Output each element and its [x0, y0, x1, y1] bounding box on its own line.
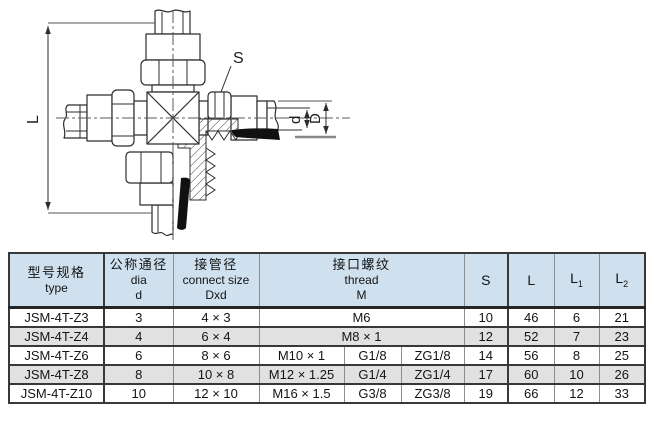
table-cell: G1/4 — [343, 364, 401, 385]
header-dia-en: dia — [130, 273, 147, 287]
table-cell: ZG1/8 — [400, 345, 464, 366]
table-cell: JSM-4T-Z10 — [9, 383, 104, 404]
table-row: JSM-4T-Z6 6 8 × 6 M10 × 1 G1/8 ZG1/8 14 56 8 25 — [9, 345, 645, 366]
table-cell: M8 × 1 — [258, 326, 464, 347]
table-cell: 10 — [103, 383, 173, 404]
header-s-label: S — [481, 272, 491, 288]
header-dia-zh: 公称通径 — [109, 257, 168, 272]
header-connect-size: 接管径 connect size Dxd — [172, 253, 259, 309]
table-cell: 10 — [553, 364, 599, 385]
dim-label-outer-dia: D — [307, 113, 324, 124]
centerlines — [56, 10, 350, 240]
wrench-leader-line — [220, 65, 232, 93]
header-thread-en: thread — [344, 273, 379, 287]
table-cell: 12 — [463, 326, 508, 347]
table-cell: 6 — [553, 307, 599, 328]
table-cell: M10 × 1 — [258, 345, 344, 366]
header-l1: L1 — [553, 253, 599, 309]
header-l: L — [507, 253, 554, 309]
table-cell: 17 — [463, 364, 508, 385]
table-cell: 3 — [103, 307, 173, 328]
table-cell: 10 × 8 — [172, 364, 259, 385]
section-tube-wall-right — [231, 128, 280, 140]
table-cell: ZG1/4 — [400, 364, 464, 385]
table-cell: 14 — [463, 345, 508, 366]
header-thread-sym: M — [356, 288, 367, 302]
table-cell: 4 × 3 — [172, 307, 259, 328]
table-row: JSM-4T-Z10 10 12 × 10 M16 × 1.5 G3/8 ZG3/8 19 6… — [9, 383, 645, 404]
table-cell: JSM-4T-Z4 — [9, 326, 104, 347]
table-cell: 6 — [103, 345, 173, 366]
bottom-hex-nut — [125, 151, 174, 184]
table-cell: G3/8 — [343, 383, 401, 404]
header-type-zh: 型号规格 — [27, 264, 86, 280]
table-cell: 56 — [507, 345, 554, 366]
table-cell: JSM-4T-Z8 — [9, 364, 104, 385]
table-cell: JSM-4T-Z3 — [9, 307, 104, 328]
header-connect-sym: Dxd — [205, 288, 227, 302]
table-cell: 19 — [463, 383, 508, 404]
table-cell: 52 — [507, 326, 554, 347]
table-cell: ZG3/8 — [400, 383, 464, 404]
header-connect-zh: 接管径 — [194, 257, 238, 272]
table-cell: 12 — [553, 383, 599, 404]
table-cell: 60 — [507, 364, 554, 385]
table-cell: 8 — [103, 364, 173, 385]
spec-table: 型号规格 type 公称通径 dia d 接管径 connect size Dx… — [8, 252, 646, 404]
dimensions — [45, 22, 332, 214]
table-cell: 33 — [598, 383, 645, 404]
table-cell: 10 — [463, 307, 508, 328]
header-type-en: type — [45, 280, 68, 295]
table-cell: 46 — [507, 307, 554, 328]
table-cell: 12 × 10 — [172, 383, 259, 404]
header-s: S — [463, 253, 508, 309]
table-cell: 21 — [598, 307, 645, 328]
table-cell: 6 × 4 — [172, 326, 259, 347]
table-row: JSM-4T-Z3 3 4 × 3 M6 10 46 6 21 — [9, 307, 645, 328]
technical-drawing: L S d D — [25, 9, 350, 240]
table-cell: 8 — [553, 345, 599, 366]
table-cell: G1/8 — [343, 345, 401, 366]
table-cell: JSM-4T-Z6 — [9, 345, 104, 366]
table-row: JSM-4T-Z4 4 6 × 4 M8 × 1 12 52 7 23 — [9, 326, 645, 347]
section-hatch — [177, 118, 336, 230]
wrench-hex-nut — [207, 91, 232, 120]
table-cell: M6 — [258, 307, 464, 328]
header-l-label: L — [527, 272, 536, 288]
table-cell: 26 — [598, 364, 645, 385]
dim-label-length: L — [25, 115, 42, 124]
header-l2: L2 — [598, 253, 645, 309]
table-cell: M12 × 1.25 — [258, 364, 344, 385]
table-cell: 4 — [103, 326, 173, 347]
dim-label-inner-dia: d — [287, 116, 304, 124]
header-thread: 接口螺纹 thread M — [258, 253, 464, 309]
section-tube-wall-bottom — [177, 177, 190, 230]
table-cell: 7 — [553, 326, 599, 347]
table-cell: M16 × 1.5 — [258, 383, 344, 404]
header-thread-zh: 接口螺纹 — [332, 257, 391, 272]
table-cell: 66 — [507, 383, 554, 404]
header-type: 型号规格 type — [9, 253, 104, 309]
spec-table-header: 型号规格 type 公称通径 dia d 接管径 connect size Dx… — [9, 253, 645, 309]
table-cell: 8 × 6 — [172, 345, 259, 366]
table-row: JSM-4T-Z8 8 10 × 8 M12 × 1.25 G1/4 ZG1/4 17 60 1… — [9, 364, 645, 385]
dim-label-wrench: S — [233, 50, 244, 67]
header-connect-en: connect size — [182, 273, 250, 287]
table-cell: 25 — [598, 345, 645, 366]
header-dia-sym: d — [135, 288, 143, 302]
header-dia: 公称通径 dia d — [103, 253, 173, 309]
table-cell: 23 — [598, 326, 645, 347]
